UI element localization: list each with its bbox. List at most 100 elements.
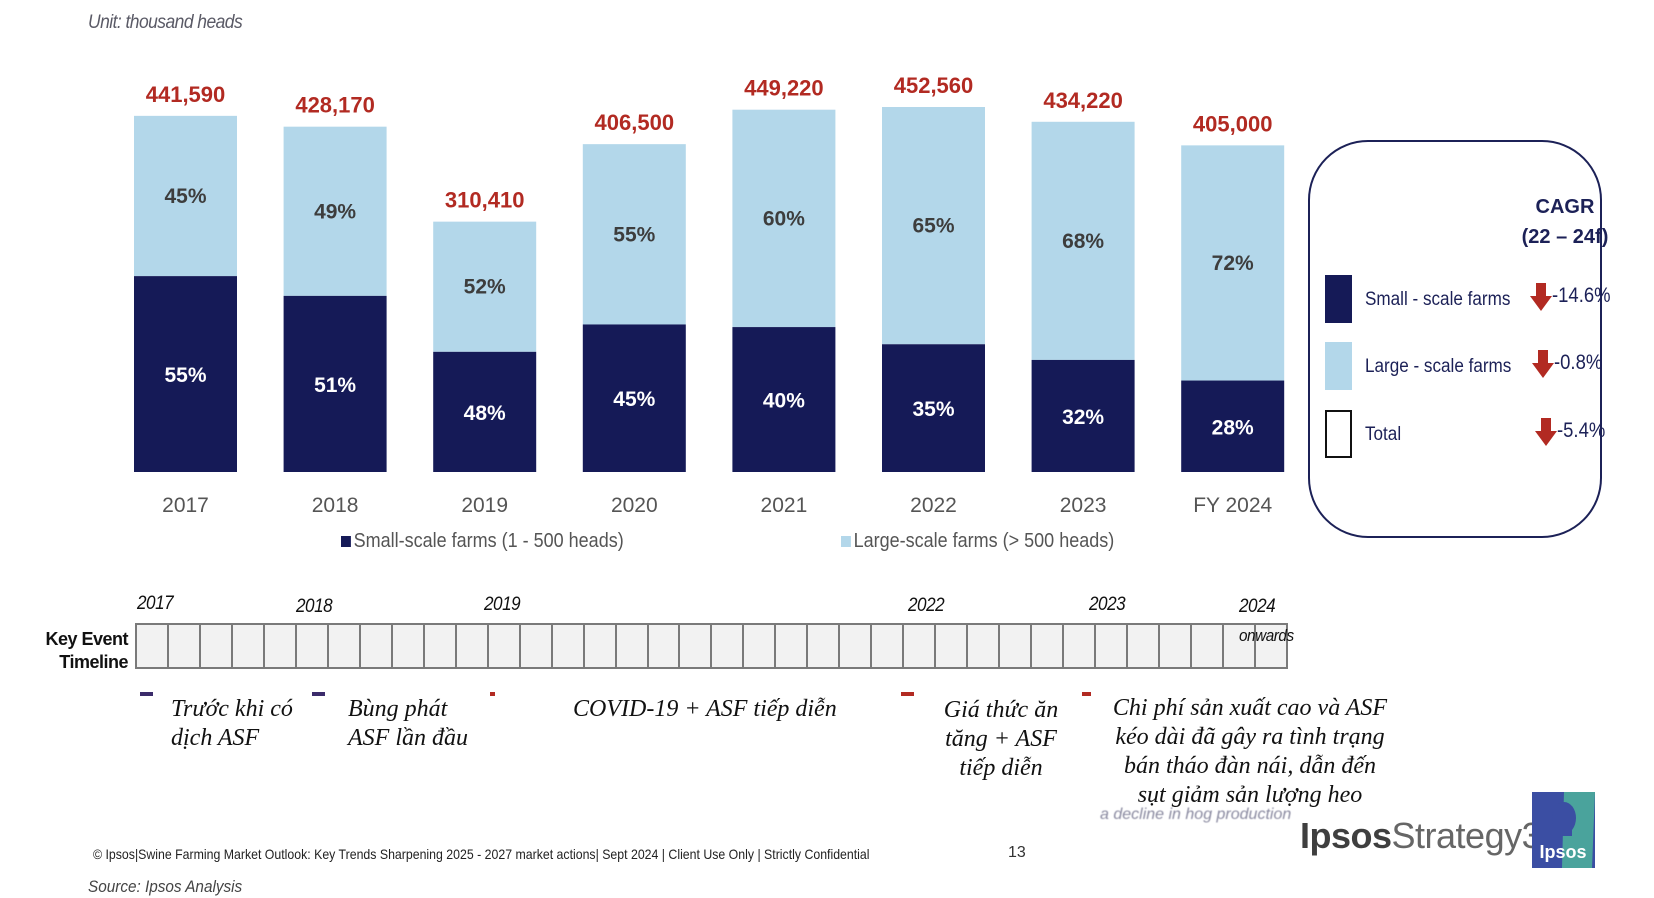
pct-label-large: 65% — [912, 215, 954, 238]
timeline-year-2022: 2022 — [908, 595, 945, 616]
total-label: 406,500 — [595, 110, 675, 135]
arrow-down-icon — [1530, 283, 1552, 311]
event-4-line1: Giá thức ăn — [943, 697, 1059, 723]
faded-english-text: a decline in hog production — [1100, 806, 1292, 823]
timeline-event-4: Giá thức ăn tăng + ASF tiếp diễn — [920, 696, 1082, 783]
logo-text: Ipsos — [1539, 842, 1586, 862]
pct-label-small: 55% — [164, 364, 206, 387]
bar-segment-large — [1181, 145, 1285, 381]
timeline-year-2017: 2017 — [137, 593, 174, 614]
timeline-cell — [1030, 625, 1062, 667]
timeline-marker-4 — [901, 692, 914, 696]
legend-label-small: Small-scale farms (1 - 500 heads) — [353, 530, 624, 552]
timeline-cell — [902, 625, 934, 667]
event-2-line2: ASF lần đầu — [348, 725, 468, 751]
legend-item-small: Small-scale farms (1 - 500 heads) — [341, 530, 624, 553]
cagr-title-line2: (22 – 24f) — [1521, 226, 1609, 248]
pct-label-small: 35% — [912, 398, 954, 421]
timeline-cell — [838, 625, 870, 667]
timeline-cell — [262, 625, 295, 667]
timeline-heading: Key Event Timeline — [30, 628, 128, 674]
timeline-year-2018: 2018 — [296, 596, 333, 617]
cagr-value-small: -14.6% — [1552, 284, 1611, 307]
cagr-swatch-total — [1325, 410, 1352, 458]
cagr-row-small: Small - scale farms -14.6% — [1325, 275, 1611, 325]
footer-copyright: © Ipsos|Swine Farming Market Outlook: Ke… — [93, 846, 870, 862]
legend-swatch-large — [841, 536, 851, 547]
bar-segment-large — [433, 221, 537, 352]
pct-label-large: 45% — [164, 185, 206, 208]
pct-label-large: 55% — [613, 223, 655, 246]
source-note: Source: Ipsos Analysis — [88, 877, 243, 896]
timeline-cell — [198, 625, 231, 667]
timeline-cell — [166, 625, 199, 667]
bar-segment-small — [134, 276, 237, 472]
x-tick-label: 2022 — [910, 494, 957, 517]
bar-segment-large — [882, 107, 985, 345]
timeline-cell — [582, 625, 615, 667]
arrow-down-icon — [1532, 350, 1554, 378]
bar-segment-large — [283, 126, 387, 296]
bar-segment-small — [283, 295, 387, 472]
timeline-cell — [710, 625, 742, 667]
cagr-title: CAGR (22 – 24f) — [1500, 192, 1630, 252]
cagr-row-large: Large - scale farms -0.8% — [1325, 342, 1605, 392]
bar-segment-small — [1181, 380, 1285, 472]
event-5-line4: sụt giảm sản lượng heo — [1137, 782, 1363, 808]
timeline-marker-3 — [490, 692, 495, 696]
bar-segment-large — [732, 109, 836, 328]
bar-segment-large — [1031, 121, 1135, 360]
timeline-cell — [1221, 625, 1254, 667]
legend-item-large: Large-scale farms (> 500 heads) — [841, 530, 1114, 553]
event-5-line3: bán tháo đàn nái, dẫn đến — [1124, 753, 1376, 779]
total-label: 441,590 — [146, 82, 226, 107]
event-5-line1: Chi phí sản xuất cao và ASF — [1112, 695, 1388, 721]
pct-label-large: 52% — [464, 276, 506, 299]
brand-wordmark: IpsosStrategy3 — [1300, 815, 1542, 857]
brand-bold: Ipsos — [1300, 815, 1392, 856]
timeline-cell — [486, 625, 519, 667]
timeline-event-3: COVID-19 + ASF tiếp diễn — [573, 695, 837, 724]
x-tick-label: FY 2024 — [1193, 494, 1272, 517]
timeline-cell — [774, 625, 806, 667]
event-1-line2: dịch ASF — [171, 725, 260, 751]
timeline-cell — [1253, 625, 1288, 667]
timeline-event-2: Bùng phát ASF lần đầu — [348, 695, 468, 753]
timeline-cell — [966, 625, 998, 667]
bar-segment-small — [582, 324, 686, 472]
timeline-onwards-label: onwards — [1239, 626, 1294, 645]
event-4-line2: tăng + ASF — [945, 726, 1057, 752]
timeline-marker-5 — [1082, 692, 1091, 696]
bar-segment-small — [882, 344, 985, 472]
cagr-value-total: -5.4% — [1557, 419, 1606, 442]
timeline-cell — [1126, 625, 1158, 667]
event-2-line1: Bùng phát — [348, 696, 448, 722]
cagr-title-line1: CAGR — [1535, 196, 1595, 218]
timeline-heading-line1: Key Event — [45, 629, 128, 649]
cagr-label-large: Large - scale farms — [1365, 356, 1512, 377]
timeline-cell — [614, 625, 647, 667]
timeline-event-5: Chi phí sản xuất cao và ASF kéo dài đã g… — [1100, 694, 1400, 810]
timeline-cell — [870, 625, 902, 667]
bar-segment-large — [134, 115, 237, 277]
timeline-cell — [230, 625, 263, 667]
cagr-label-small: Small - scale farms — [1365, 289, 1511, 310]
timeline-marker-1 — [140, 692, 153, 696]
x-tick-label: 2021 — [761, 494, 808, 517]
timeline-marker-2 — [312, 692, 325, 696]
timeline-year-2023: 2023 — [1089, 594, 1126, 615]
timeline-event-1: Trước khi có dịch ASF — [171, 695, 293, 753]
bar-segment-large — [582, 144, 686, 325]
pct-label-large: 72% — [1212, 252, 1254, 275]
x-tick-label: 2023 — [1060, 494, 1107, 517]
total-label: 452,560 — [894, 73, 974, 98]
pct-label-large: 60% — [763, 207, 805, 230]
event-5-line2: kéo dài đã gây ra tình trạng — [1115, 724, 1385, 750]
legend-label-large: Large-scale farms (> 500 heads) — [853, 530, 1115, 552]
legend-swatch-small — [341, 536, 351, 547]
timeline-cell — [358, 625, 391, 667]
total-label: 310,410 — [445, 188, 525, 213]
total-label: 428,170 — [295, 93, 375, 118]
timeline-grid — [135, 623, 1288, 669]
timeline-cell — [1158, 625, 1190, 667]
